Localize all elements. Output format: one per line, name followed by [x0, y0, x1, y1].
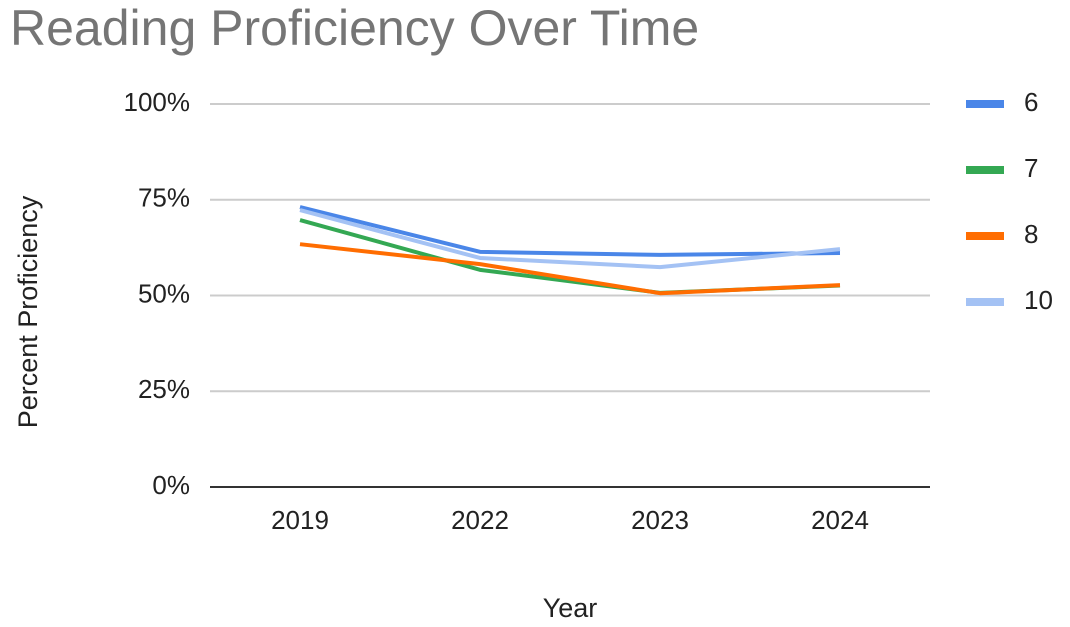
legend-label: 7: [1024, 153, 1038, 183]
x-axis-title: Year: [543, 593, 598, 623]
legend-label: 8: [1024, 219, 1038, 249]
x-tick-label: 2023: [631, 505, 689, 535]
chart-title: Reading Proficiency Over Time: [10, 0, 699, 56]
y-tick-label: 25%: [138, 374, 190, 404]
series-line: [299, 242, 841, 296]
legend-label: 6: [1024, 87, 1038, 117]
y-tick-label: 50%: [138, 278, 190, 308]
x-tick-label: 2019: [271, 505, 329, 535]
y-tick-label: 100%: [124, 87, 191, 117]
y-tick-label: 0%: [152, 470, 190, 500]
legend-label: 10: [1024, 285, 1053, 315]
series-line: [299, 205, 841, 257]
series-line: [299, 208, 841, 270]
x-tick-label: 2022: [451, 505, 509, 535]
x-tick-label: 2024: [811, 505, 869, 535]
y-axis-title: Percent Proficiency: [13, 195, 43, 428]
y-tick-label: 75%: [138, 183, 190, 213]
